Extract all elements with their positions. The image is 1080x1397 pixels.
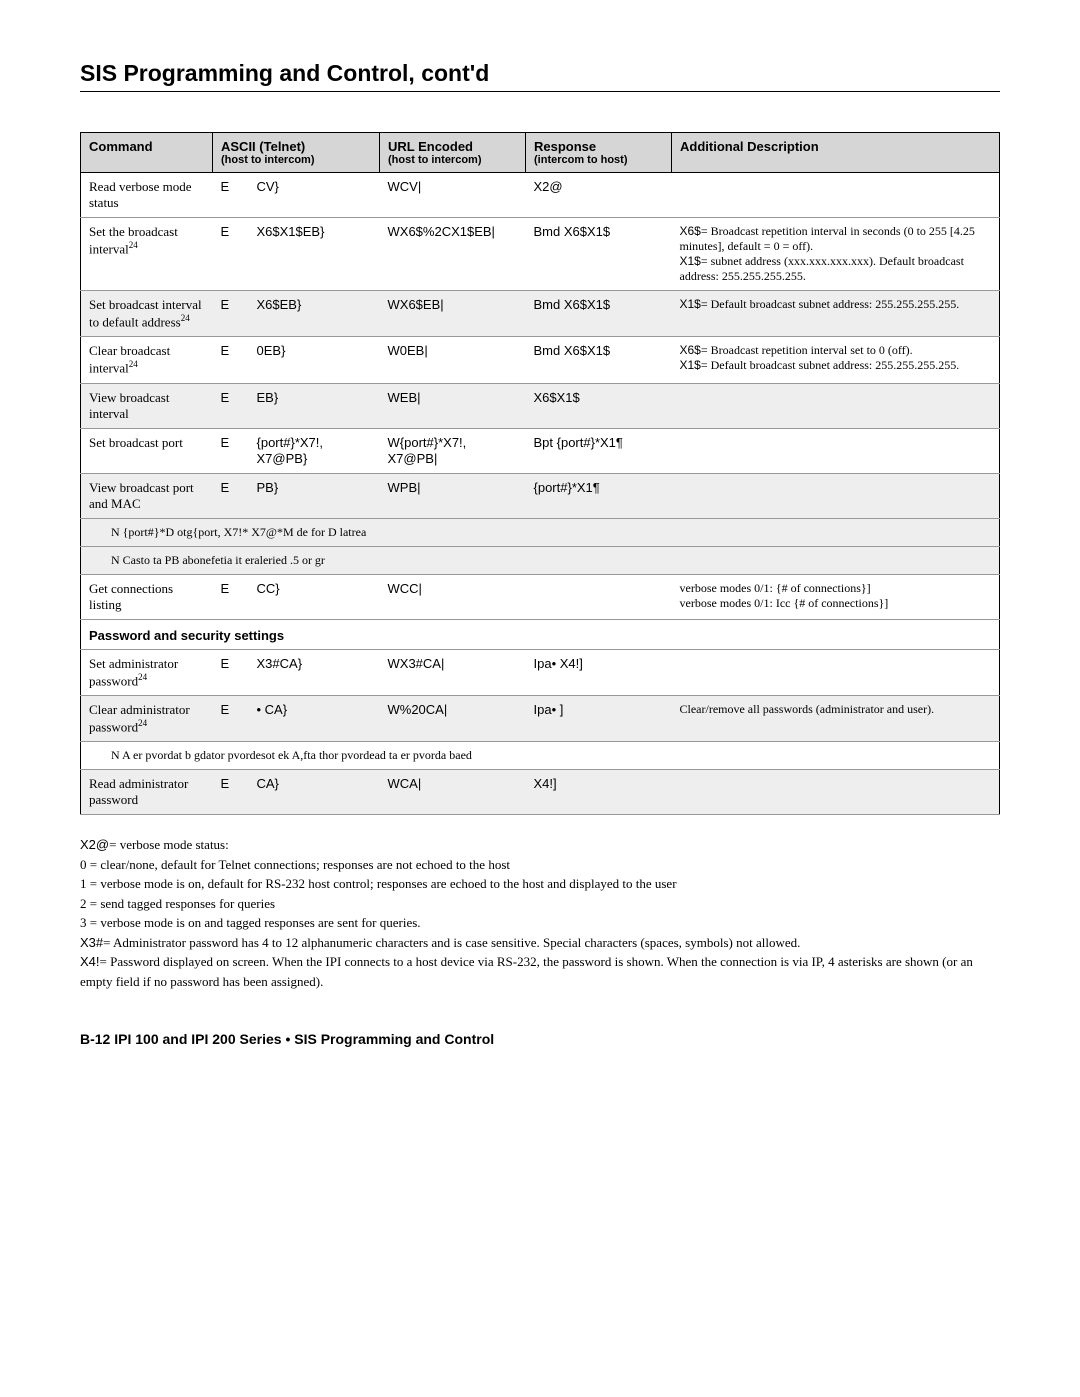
page-footer: B-12 IPI 100 and IPI 200 Series • SIS Pr… xyxy=(80,1031,1000,1047)
note-row: N {port#}*D otg{port, X7!* X7@*M de for … xyxy=(81,518,1000,546)
table-row: Set the broadcast interval24EX6$X1$EB}WX… xyxy=(81,218,1000,291)
table-row: Read administrator passwordECA}WCA|X4!] xyxy=(81,770,1000,815)
note-row: N A er pvordat b gdator pvordesot ek A,f… xyxy=(81,742,1000,770)
table-row: Set broadcast portE{port#}*X7!, X7@PB}W{… xyxy=(81,428,1000,473)
header-response: Response (intercom to host) xyxy=(526,133,672,173)
page-title: SIS Programming and Control, cont'd xyxy=(80,60,1000,92)
footer-notes: X2@X2@= verbose mode status:= verbose mo… xyxy=(80,835,1000,991)
table-row: Get connections listingECC}WCC|verbose m… xyxy=(81,574,1000,619)
table-row: Clear administrator password24E• CA}W%20… xyxy=(81,695,1000,741)
table-row: Clear broadcast interval24E0EB}W0EB|Bmd … xyxy=(81,337,1000,383)
note-row: N Casto ta PB abonefetia it eraleried .5… xyxy=(81,546,1000,574)
header-ascii: ASCII (Telnet) (host to intercom) xyxy=(213,133,380,173)
table-row: Set administrator password24EX3#CA}WX3#C… xyxy=(81,649,1000,695)
command-table: Command ASCII (Telnet) (host to intercom… xyxy=(80,132,1000,815)
table-row: Set broadcast interval to default addres… xyxy=(81,291,1000,337)
section-header: Password and security settings xyxy=(81,619,1000,649)
table-row: View broadcast intervalEEB}WEB|X6$X1$ xyxy=(81,383,1000,428)
table-row: View broadcast port and MACEPB}WPB|{port… xyxy=(81,473,1000,518)
table-row: Read verbose mode statusECV}WCV|X2@ xyxy=(81,173,1000,218)
header-url: URL Encoded (host to intercom) xyxy=(380,133,526,173)
header-command: Command xyxy=(81,133,213,173)
header-desc: Additional Description xyxy=(672,133,1000,173)
